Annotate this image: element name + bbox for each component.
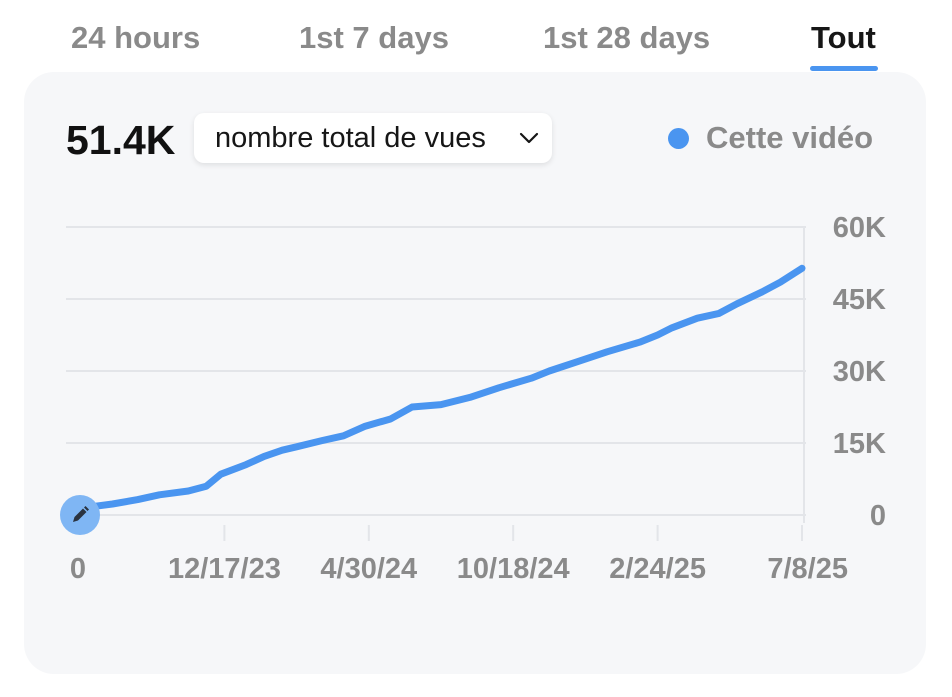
y-tick-label: 30K <box>833 356 886 388</box>
y-tick-label: 0 <box>870 500 886 532</box>
active-tab-indicator <box>810 66 878 71</box>
x-tick-label: 2/24/25 <box>609 553 706 585</box>
x-tick-label: 12/17/23 <box>168 553 281 585</box>
x-tick-label: 4/30/24 <box>320 553 417 585</box>
chart-legend: Cette vidéo <box>668 118 873 158</box>
tab-first-7-days[interactable]: 1st 7 days <box>299 20 449 55</box>
y-tick-label: 45K <box>833 284 886 316</box>
legend-swatch <box>668 127 689 149</box>
tab-24-hours[interactable]: 24 hours <box>71 20 201 55</box>
pencil-icon <box>73 506 89 522</box>
total-views-value: 51.4K <box>66 117 176 163</box>
metric-dropdown[interactable]: nombre total de vues <box>194 113 552 163</box>
tab-first-28-days[interactable]: 1st 28 days <box>543 20 711 55</box>
metric-dropdown-label: nombre total de vues <box>215 121 486 154</box>
chevron-down-icon <box>519 132 539 144</box>
analytics-card <box>24 72 926 674</box>
pencil-body <box>73 508 87 522</box>
y-tick-label: 60K <box>833 212 886 244</box>
x-tick-label: 7/8/25 <box>767 553 848 585</box>
y-tick-label: 15K <box>833 428 886 460</box>
time-range-tabs: 24 hours 1st 7 days 1st 28 days Tout <box>0 0 952 71</box>
series-line-cette-video <box>76 264 806 519</box>
x-tick-label: 10/18/24 <box>457 553 570 585</box>
legend-label: Cette vidéo <box>706 120 874 155</box>
pencil-eraser <box>84 506 89 511</box>
x-tick-label: 0 <box>70 553 86 585</box>
tab-all-time[interactable]: Tout <box>811 20 876 55</box>
